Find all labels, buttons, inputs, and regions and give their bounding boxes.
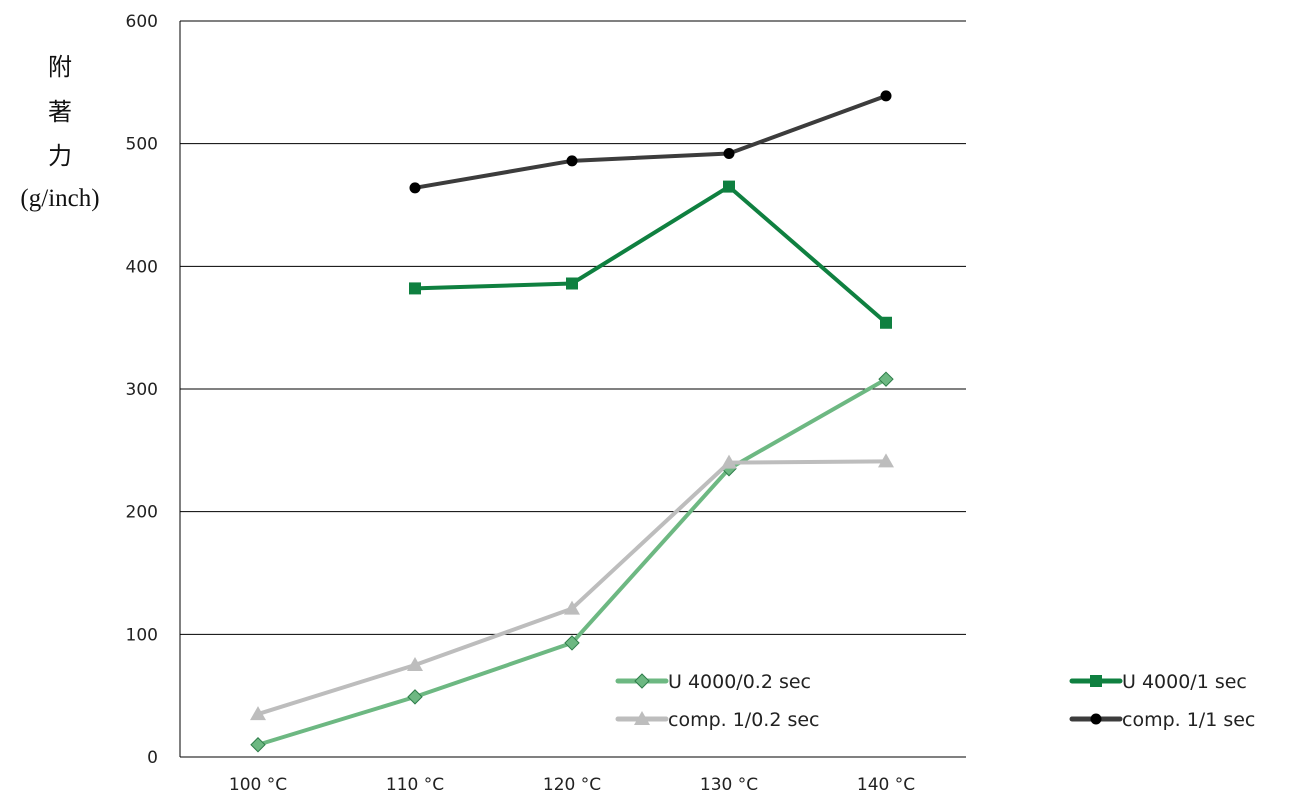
series-1	[409, 181, 892, 329]
legend-label: U 4000/1 sec	[1122, 671, 1247, 693]
data-point	[724, 148, 735, 159]
y-tick-label: 500	[126, 135, 158, 155]
y-tick-label: 300	[126, 380, 158, 400]
y-tick-label: 0	[147, 748, 158, 768]
legend-swatch-marker	[1091, 714, 1102, 725]
x-tick-labels: 100 °C 110 °C 120 °C 130 °C 140 °C	[229, 775, 915, 795]
legend-swatch-marker	[635, 674, 649, 688]
legend-label: comp. 1/0.2 sec	[668, 709, 820, 731]
y-tick-label: 200	[126, 503, 158, 523]
legend: U 4000/0.2 sec U 4000/1 sec comp. 1/0.2 se…	[618, 671, 1255, 731]
y-tick-labels: 0 100 200 300 400 500 600	[126, 12, 158, 768]
x-tick-label: 120 °C	[543, 775, 601, 795]
x-tick-label: 140 °C	[857, 775, 915, 795]
x-tick-label: 130 °C	[700, 775, 758, 795]
gridlines	[180, 21, 966, 634]
y-tick-label: 100	[126, 625, 158, 645]
data-point	[408, 690, 422, 704]
data-point	[251, 738, 265, 752]
legend-item: comp. 1/0.2 sec	[618, 709, 820, 731]
legend-item: U 4000/0.2 sec	[618, 671, 811, 693]
y-tick-label: 600	[126, 12, 158, 32]
legend-swatch-marker	[1090, 675, 1102, 687]
data-point	[723, 181, 735, 193]
y-axis-label: 附著力 (g/inch)	[20, 53, 99, 212]
legend-item: U 4000/1 sec	[1072, 671, 1247, 693]
data-point	[566, 278, 578, 290]
series-0	[251, 372, 893, 752]
data-point	[567, 155, 578, 166]
y-axis-label-part: 附	[48, 53, 72, 81]
y-tick-label: 400	[126, 257, 158, 277]
y-axis-label-part: 力	[48, 142, 72, 170]
series-group	[250, 90, 894, 751]
data-point	[880, 317, 892, 329]
series-line	[415, 96, 886, 188]
legend-label: U 4000/0.2 sec	[668, 671, 811, 693]
y-axis-label-part: 著	[48, 98, 72, 126]
data-point	[409, 282, 421, 294]
legend-label: comp. 1/1 sec	[1122, 709, 1255, 731]
y-axis-label-part: (g/inch)	[20, 185, 99, 212]
x-tick-label: 110 °C	[386, 775, 444, 795]
data-point	[410, 182, 421, 193]
series-line	[415, 187, 886, 323]
data-point	[881, 90, 892, 101]
legend-item: comp. 1/1 sec	[1072, 709, 1255, 731]
series-3	[410, 90, 892, 193]
x-tick-label: 100 °C	[229, 775, 287, 795]
